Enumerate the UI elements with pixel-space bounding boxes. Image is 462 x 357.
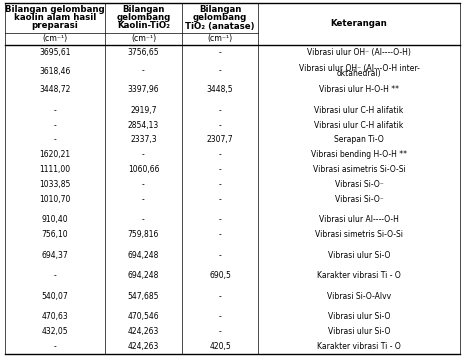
Text: 2307,7: 2307,7: [207, 135, 233, 145]
Text: gelombang: gelombang: [193, 14, 247, 22]
Text: 3448,72: 3448,72: [39, 85, 71, 94]
Text: 2854,13: 2854,13: [128, 121, 159, 130]
Text: -: -: [54, 342, 56, 351]
Text: 756,10: 756,10: [42, 230, 68, 239]
Text: 910,40: 910,40: [42, 215, 68, 224]
Text: Vibrasi ulur H-O-H **: Vibrasi ulur H-O-H **: [319, 85, 399, 94]
Text: Vibrasi Si-O⁻: Vibrasi Si-O⁻: [334, 180, 383, 189]
Text: Karakter vibrasi Ti - O: Karakter vibrasi Ti - O: [317, 342, 401, 351]
Text: 1010,70: 1010,70: [39, 195, 71, 204]
Text: -: -: [219, 251, 221, 260]
Text: Vibrasi ulur OH⁻ (Al----O-H): Vibrasi ulur OH⁻ (Al----O-H): [307, 48, 411, 57]
Text: -: -: [219, 165, 221, 174]
Text: 1620,21: 1620,21: [39, 150, 71, 159]
Text: -: -: [219, 312, 221, 322]
Text: 3448,5: 3448,5: [207, 85, 233, 94]
Text: gelombang: gelombang: [116, 14, 170, 22]
Text: -: -: [219, 66, 221, 76]
Text: Vibrasi Si-O-Alᴠᴠ: Vibrasi Si-O-Alᴠᴠ: [327, 292, 391, 301]
Text: -: -: [54, 121, 56, 130]
Text: -: -: [142, 150, 145, 159]
Text: Vibrasi ulur Al----O-H: Vibrasi ulur Al----O-H: [319, 215, 399, 224]
Text: -: -: [219, 195, 221, 204]
Text: Vibrasi Si-O⁻: Vibrasi Si-O⁻: [334, 195, 383, 204]
Text: 470,63: 470,63: [42, 312, 68, 322]
Text: 432,05: 432,05: [42, 327, 68, 336]
Text: 424,263: 424,263: [128, 327, 159, 336]
Text: 1060,66: 1060,66: [128, 165, 159, 174]
Text: 424,263: 424,263: [128, 342, 159, 351]
Text: Bilangan gelombang: Bilangan gelombang: [5, 5, 105, 15]
Text: 420,5: 420,5: [209, 342, 231, 351]
Text: Vibrasi simetris Si-O-Si: Vibrasi simetris Si-O-Si: [315, 230, 403, 239]
Text: 470,546: 470,546: [128, 312, 159, 322]
Text: 1033,85: 1033,85: [39, 180, 71, 189]
Text: Vibrasi asimetris Si-O-Si: Vibrasi asimetris Si-O-Si: [313, 165, 405, 174]
Text: -: -: [219, 48, 221, 57]
Text: -: -: [219, 121, 221, 130]
Text: -: -: [219, 106, 221, 115]
Text: Vibrasi ulur Si-O: Vibrasi ulur Si-O: [328, 251, 390, 260]
Text: 694,248: 694,248: [128, 251, 159, 260]
Text: -: -: [219, 292, 221, 301]
Text: 694,248: 694,248: [128, 271, 159, 280]
Text: oktahedral): oktahedral): [337, 69, 381, 78]
Text: Karakter vibrasi Ti - O: Karakter vibrasi Ti - O: [317, 271, 401, 280]
Text: Serapan Ti-O: Serapan Ti-O: [334, 135, 384, 145]
Text: 2919,7: 2919,7: [130, 106, 157, 115]
Text: kaolin alam hasil: kaolin alam hasil: [14, 14, 96, 22]
Text: 547,685: 547,685: [128, 292, 159, 301]
Text: Vibrasi ulur Si-O: Vibrasi ulur Si-O: [328, 312, 390, 322]
Text: 3695,61: 3695,61: [39, 48, 71, 57]
Text: 3756,65: 3756,65: [128, 48, 159, 57]
Text: 2337,3: 2337,3: [130, 135, 157, 145]
Text: -: -: [219, 180, 221, 189]
Text: Bilangan: Bilangan: [122, 5, 164, 15]
Text: Kaolin-TiO₂: Kaolin-TiO₂: [117, 21, 170, 30]
Text: Keterangan: Keterangan: [331, 20, 387, 29]
Text: 3618,46: 3618,46: [39, 66, 71, 76]
Text: -: -: [142, 195, 145, 204]
Text: Vibrasi bending H-O-H **: Vibrasi bending H-O-H **: [311, 150, 407, 159]
Text: (cm⁻¹): (cm⁻¹): [207, 35, 232, 44]
Text: -: -: [219, 327, 221, 336]
Text: (cm⁻¹): (cm⁻¹): [43, 35, 67, 44]
Text: -: -: [54, 106, 56, 115]
Text: 690,5: 690,5: [209, 271, 231, 280]
Text: Vibrasi ulur C-H alifatik: Vibrasi ulur C-H alifatik: [314, 121, 404, 130]
Text: -: -: [142, 215, 145, 224]
Text: -: -: [142, 180, 145, 189]
Text: -: -: [219, 215, 221, 224]
Text: 1111,00: 1111,00: [39, 165, 71, 174]
Text: 694,37: 694,37: [42, 251, 68, 260]
Text: -: -: [142, 66, 145, 76]
Text: -: -: [219, 150, 221, 159]
Text: (cm⁻¹): (cm⁻¹): [131, 35, 156, 44]
Text: 3397,96: 3397,96: [128, 85, 159, 94]
Text: TiO₂ (anatase): TiO₂ (anatase): [185, 21, 255, 30]
Text: Bilangan: Bilangan: [199, 5, 241, 15]
Text: preparasi: preparasi: [31, 21, 79, 30]
Text: Vibrasi ulur Si-O: Vibrasi ulur Si-O: [328, 327, 390, 336]
Text: 759,816: 759,816: [128, 230, 159, 239]
Text: -: -: [219, 230, 221, 239]
Text: -: -: [54, 271, 56, 280]
Text: -: -: [54, 135, 56, 145]
Text: Vibrasi ulur C-H alifatik: Vibrasi ulur C-H alifatik: [314, 106, 404, 115]
Text: 540,07: 540,07: [42, 292, 68, 301]
Text: Vibrasi ulur OH⁻ (Al---O-H inter-: Vibrasi ulur OH⁻ (Al---O-H inter-: [298, 64, 419, 73]
